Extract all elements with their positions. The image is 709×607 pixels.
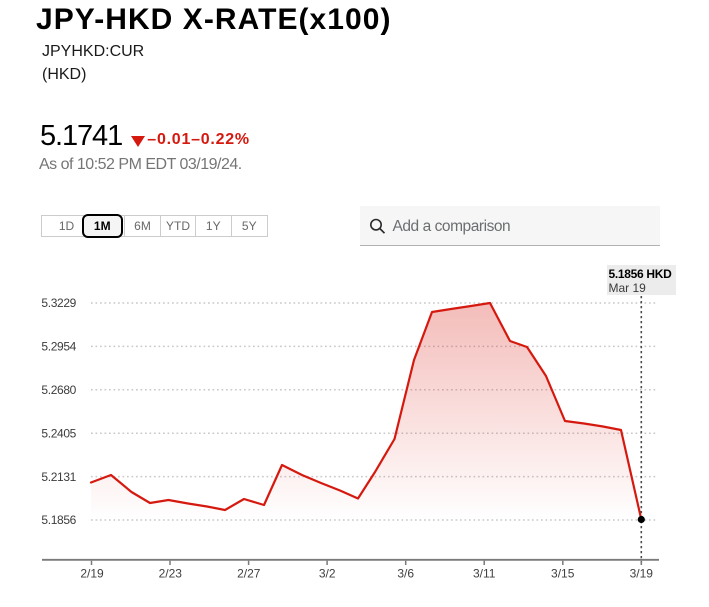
- svg-text:3/19: 3/19: [630, 566, 654, 580]
- svg-text:3/15: 3/15: [551, 566, 575, 580]
- svg-text:3/6: 3/6: [397, 566, 414, 580]
- svg-text:5.2405: 5.2405: [41, 426, 76, 440]
- svg-text:5.2680: 5.2680: [41, 383, 76, 397]
- svg-text:3/2: 3/2: [319, 566, 336, 580]
- svg-text:2/23: 2/23: [159, 566, 183, 580]
- svg-text:3/11: 3/11: [473, 566, 496, 580]
- svg-text:5.2954: 5.2954: [41, 340, 76, 354]
- svg-text:5.3229: 5.3229: [41, 296, 76, 310]
- svg-text:2/27: 2/27: [237, 566, 261, 580]
- svg-text:2/19: 2/19: [80, 566, 104, 580]
- svg-text:5.2131: 5.2131: [41, 470, 76, 484]
- svg-text:5.1856: 5.1856: [41, 513, 76, 527]
